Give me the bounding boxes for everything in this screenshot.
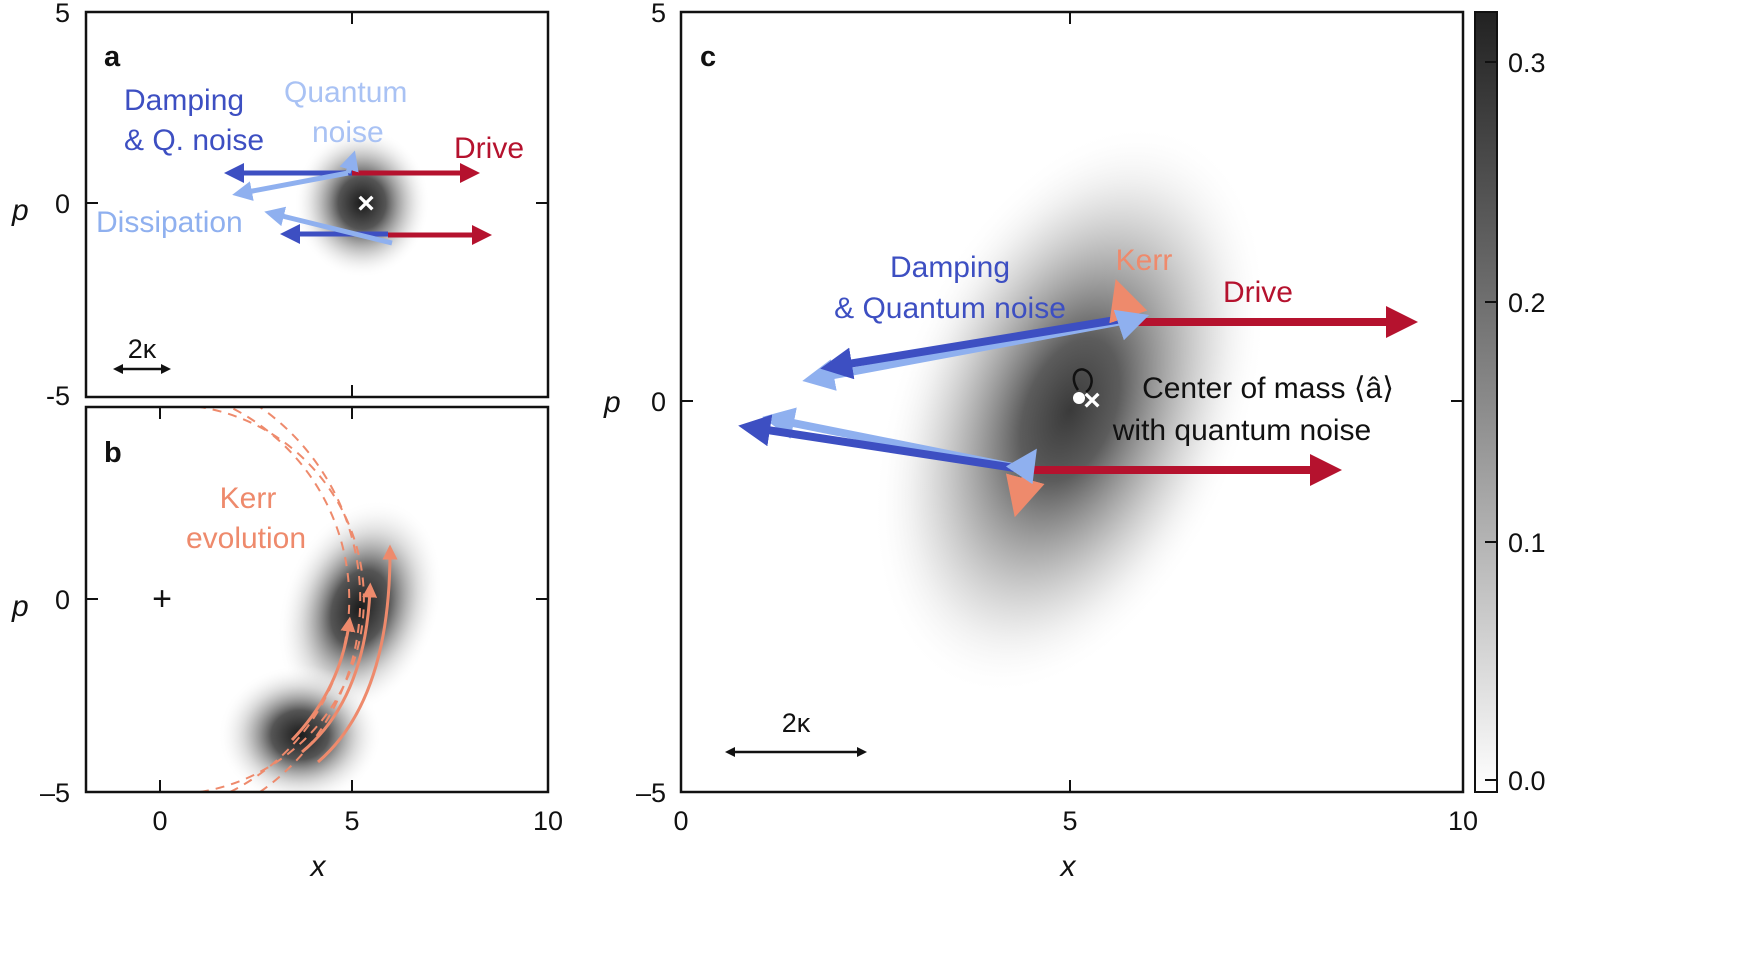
panel-c-label: c [700,41,716,73]
panel-c-xtick-10: 10 [1448,806,1478,836]
panel-b-ytick-0: 0 [55,585,70,615]
panel-b-xtick-10: 10 [533,806,563,836]
panel-c-scale-bar-label: 2κ [782,708,811,738]
panel-c-xtick-5: 5 [1062,806,1077,836]
panel-b-label: b [104,437,122,469]
colorbar-tick-00: 0.0 [1508,766,1546,796]
panel-b-xtick-5: 5 [344,806,359,836]
panel-a-ytick-0: 0 [55,189,70,219]
panel-a-quantum-label-1: Quantum [284,76,407,109]
panel-a-damping-label-2: & Q. noise [124,124,264,157]
panel-b-kerr-arrow-2 [301,582,378,754]
panel-b-origin-marker: + [152,580,172,618]
panel-b-kerr-arrow-1 [290,616,356,742]
panel-c-damping-label-2: & Quantum noise [834,292,1066,325]
panel-c-com-label-2: with quantum noise [1112,414,1372,447]
panel-c-kerr-label: Kerr [1116,244,1173,277]
panel-c-com-label-1: Center of mass ⟨â⟩ [1142,372,1394,405]
panel-a-quantum-noise-arrow [339,150,359,174]
panel-a-ytick-m5: -5 [46,381,70,411]
panel-c-xlabel: x [1059,850,1077,883]
colorbar-tick-02: 0.2 [1508,288,1546,318]
panel-b-kerr-label-1: Kerr [220,482,277,515]
panel-c-rotation-arrow [1072,368,1093,394]
panel-a-scale-bar-label: 2κ [128,334,157,364]
panel-a-dissipation-arrow-lower [264,206,393,246]
panel-c-damping-label-1: Damping [890,251,1010,284]
panel-a: 5 0 -5 p a × Damping & Q. noise Quantum … [11,0,550,411]
colorbar-gradient [1474,11,1498,793]
panel-b-kerr-label-2: evolution [186,522,306,555]
colorbar: 0.3 0.2 0.1 0.0 [1474,11,1546,796]
panel-c-qn-tip-lower [1005,448,1037,485]
panel-c-ytick-5: 5 [651,0,666,28]
panel-c-ytick-0: 0 [651,387,666,417]
panel-a-frame [84,10,550,399]
panel-b-kerr-arrow-3 [317,544,398,764]
panel-b-xtick-0: 0 [152,806,167,836]
panel-c-drive-label: Drive [1223,276,1293,309]
panel-a-drive-label: Drive [454,132,524,165]
panel-a-ytick-5: 5 [55,0,70,28]
panel-c-damping-arrow-lower [738,414,1029,474]
panel-a-damping-label-1: Damping [124,84,244,117]
panel-b-xlabel: x [309,850,327,883]
panel-a-wigner-blob [294,128,430,278]
panel-b-wigner-blob-lower [218,665,382,792]
panel-a-label: a [104,41,121,73]
panel-c-ytick-m5: –5 [636,778,666,808]
panel-a-quantum-label-2: noise [312,116,384,149]
panel-c: 5 0 –5 0 5 10 p x c × Damping & Quantum … [603,0,1478,883]
panel-b-ylabel: p [11,590,29,623]
panel-b: 0 –5 0 5 10 p x b + Kerr evolution [11,405,563,883]
panel-b-kerr-dashed-arc-2 [229,407,351,792]
panel-b-kerr-dashed-arc-1 [199,407,365,792]
panel-c-damping-arrow-upper [820,314,1129,380]
panel-c-wigner-blob [872,124,1268,696]
panel-c-qn-tip-upper [1113,309,1150,341]
panel-a-dissipation-arrow-upper [232,170,349,201]
panel-c-center-marker: × [1083,384,1101,417]
panel-c-ylabel: p [603,386,621,419]
colorbar-tick-01: 0.1 [1508,528,1546,558]
panel-a-ylabel: p [11,194,29,227]
panel-c-center-of-mass-dot [1073,392,1085,404]
panel-a-dissipation-label: Dissipation [96,206,243,239]
panel-a-center-marker: × [357,187,375,220]
colorbar-tick-03: 0.3 [1508,48,1546,78]
panel-c-kerr-arrow-upper [1109,279,1148,324]
panel-b-ytick-m5: –5 [40,778,70,808]
panel-c-xtick-0: 0 [673,806,688,836]
